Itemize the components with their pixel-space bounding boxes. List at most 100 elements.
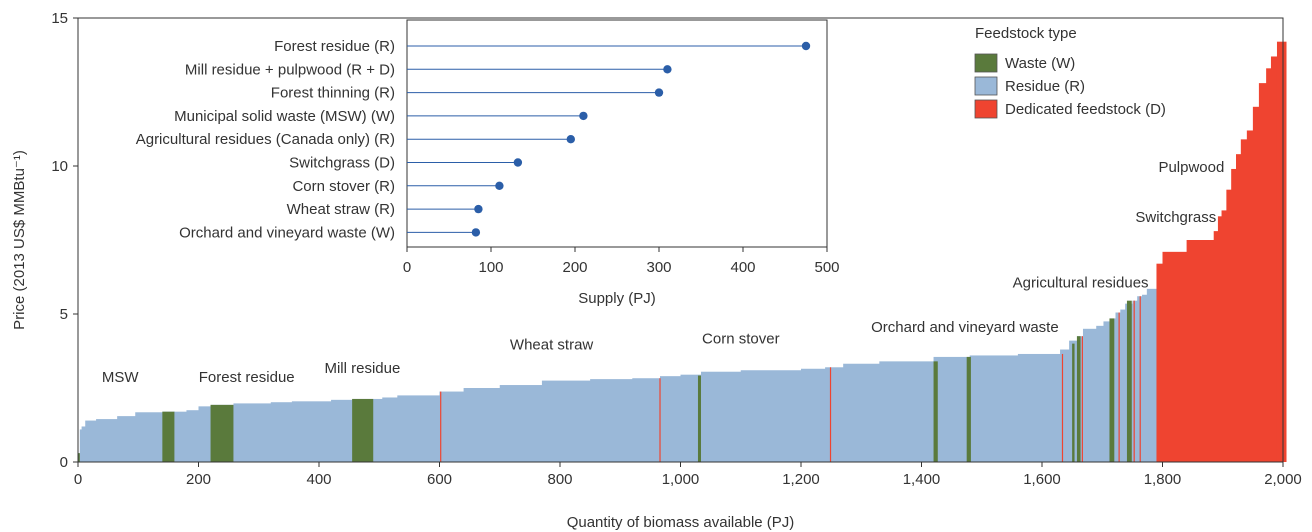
x-tick-label: 1,800 bbox=[1144, 471, 1182, 488]
inset-category-label: Corn stover (R) bbox=[292, 178, 395, 195]
supply-step-bar bbox=[1156, 263, 1163, 462]
x-tick-label: 400 bbox=[306, 471, 331, 488]
inset-category-label: Switchgrass (D) bbox=[289, 155, 395, 172]
inset-x-tick-label: 0 bbox=[403, 259, 411, 276]
supply-step-bar bbox=[331, 399, 353, 462]
supply-step-bar bbox=[969, 355, 1019, 462]
supply-step-bar bbox=[1231, 168, 1237, 462]
y-tick-label: 10 bbox=[51, 158, 68, 175]
supply-step-bar bbox=[825, 367, 844, 462]
inset-x-tick-label: 400 bbox=[730, 259, 755, 276]
inset-point bbox=[579, 111, 588, 121]
supply-step-bar bbox=[660, 376, 681, 462]
curve-annotation: Forest residue bbox=[199, 369, 295, 386]
x-tick-label: 1,000 bbox=[662, 471, 700, 488]
supply-step-bar bbox=[1276, 41, 1287, 463]
curve-annotation: Mill residue bbox=[324, 360, 400, 377]
supply-step-bar bbox=[79, 429, 83, 462]
supply-step-bar bbox=[1017, 353, 1061, 462]
x-tick-label: 1,400 bbox=[903, 471, 941, 488]
inset-category-label: Mill residue + pulpwood (R + D) bbox=[185, 61, 395, 78]
supply-step-bar bbox=[81, 426, 86, 462]
supply-step-bar bbox=[843, 363, 880, 462]
waste-band-bar bbox=[1126, 300, 1132, 462]
supply-step-bar bbox=[1060, 349, 1070, 462]
supply-step-bar bbox=[879, 361, 935, 462]
supply-step-bar bbox=[1186, 240, 1215, 462]
curve-annotation: Orchard and vineyard waste bbox=[871, 319, 1059, 336]
inset-point bbox=[474, 204, 483, 214]
supply-step-bar bbox=[270, 402, 293, 462]
curve-annotation: Wheat straw bbox=[510, 337, 594, 354]
waste-band-bar bbox=[1109, 318, 1115, 462]
inset-point bbox=[654, 88, 664, 97]
supply-step-bar bbox=[174, 411, 187, 462]
dedicated-lines bbox=[440, 296, 1141, 462]
supply-step-bar bbox=[439, 391, 465, 462]
inset-point bbox=[471, 228, 481, 237]
curve-annotation: Pulpwood bbox=[1158, 159, 1224, 176]
supply-step-bar bbox=[1142, 294, 1148, 462]
supply-step-bar bbox=[632, 378, 661, 462]
supply-step-bar bbox=[1115, 312, 1121, 462]
supply-step-bar bbox=[1252, 106, 1260, 463]
main-annotations: MSW Forest residue Mill residue Wheat straw… bbox=[102, 159, 1224, 386]
supply-step-bar bbox=[1221, 210, 1227, 462]
supply-step-bar bbox=[1082, 328, 1097, 462]
x-tick-label: 0 bbox=[74, 471, 82, 488]
inset-point bbox=[495, 181, 504, 190]
supply-step-bar bbox=[78, 453, 81, 462]
inset-chart: Forest residue (R) Mill residue + pulpwoo… bbox=[136, 19, 840, 307]
y-tick-label: 0 bbox=[60, 454, 68, 471]
inset-point bbox=[663, 65, 672, 74]
supply-step-bar bbox=[186, 410, 199, 462]
y-axis-title: Price (2013 US$ MMBtu⁻¹) bbox=[11, 150, 28, 330]
supply-step-bar bbox=[700, 371, 742, 462]
supply-step-bar bbox=[1236, 154, 1242, 462]
supply-step-bar bbox=[740, 370, 802, 462]
inset-category-label: Orchard and vineyard waste (W) bbox=[179, 224, 395, 241]
supply-step-bar bbox=[1146, 288, 1157, 462]
inset-x-tick-label: 200 bbox=[562, 259, 587, 276]
waste-band-bar bbox=[933, 361, 938, 462]
waste-band-bar bbox=[1076, 336, 1081, 462]
inset-category-label: Municipal solid waste (MSW) (W) bbox=[174, 108, 395, 125]
inset-x-tick-label: 300 bbox=[646, 259, 671, 276]
supply-step-bar bbox=[1132, 300, 1138, 462]
waste-band-bar bbox=[1072, 343, 1075, 462]
supply-step-bar bbox=[1103, 321, 1110, 462]
legend: Feedstock type Waste (W) Residue (R) Dedica… bbox=[974, 25, 1166, 119]
supply-step-bar bbox=[233, 403, 272, 462]
supply-step-bar bbox=[1096, 325, 1104, 462]
supply-step-bar bbox=[1258, 83, 1267, 463]
x-tick-label: 2,000 bbox=[1264, 471, 1302, 488]
waste-band-bar bbox=[966, 356, 971, 462]
supply-step-bar bbox=[590, 379, 633, 462]
inset-point bbox=[513, 158, 523, 167]
inset-category-label: Forest thinning (R) bbox=[271, 85, 395, 102]
supply-step-bar bbox=[1270, 56, 1278, 462]
legend-label: Residue (R) bbox=[1005, 78, 1085, 95]
x-axis-title: Quantity of biomass available (PJ) bbox=[567, 514, 795, 531]
supply-step-bar bbox=[1226, 189, 1232, 462]
main-axes: 0 200 400 600 800 1,000 1,200 1,400 1,600 1,800 2,… bbox=[11, 10, 1302, 531]
supply-step-bar bbox=[1246, 130, 1254, 463]
legend-label: Waste (W) bbox=[1005, 55, 1075, 72]
legend-label: Dedicated feedstock (D) bbox=[1005, 101, 1166, 118]
supply-step-bar bbox=[1240, 139, 1248, 463]
waste-band-bar bbox=[162, 411, 175, 462]
supply-step-bar bbox=[1213, 231, 1219, 462]
waste-band-bar bbox=[697, 375, 701, 462]
supply-step-bar bbox=[680, 374, 702, 462]
y-tick-label: 15 bbox=[51, 10, 68, 27]
supply-step-bar bbox=[801, 368, 826, 462]
legend-swatch bbox=[974, 53, 998, 73]
x-tick-label: 1,600 bbox=[1023, 471, 1061, 488]
supply-step-bar bbox=[397, 395, 440, 462]
inset-category-label: Wheat straw (R) bbox=[287, 201, 395, 218]
inset-category-label: Forest residue (R) bbox=[274, 38, 395, 55]
waste-bands bbox=[162, 300, 1132, 462]
inset-category-label: Agricultural residues (Canada only) (R) bbox=[136, 131, 395, 148]
inset-point bbox=[566, 135, 575, 144]
